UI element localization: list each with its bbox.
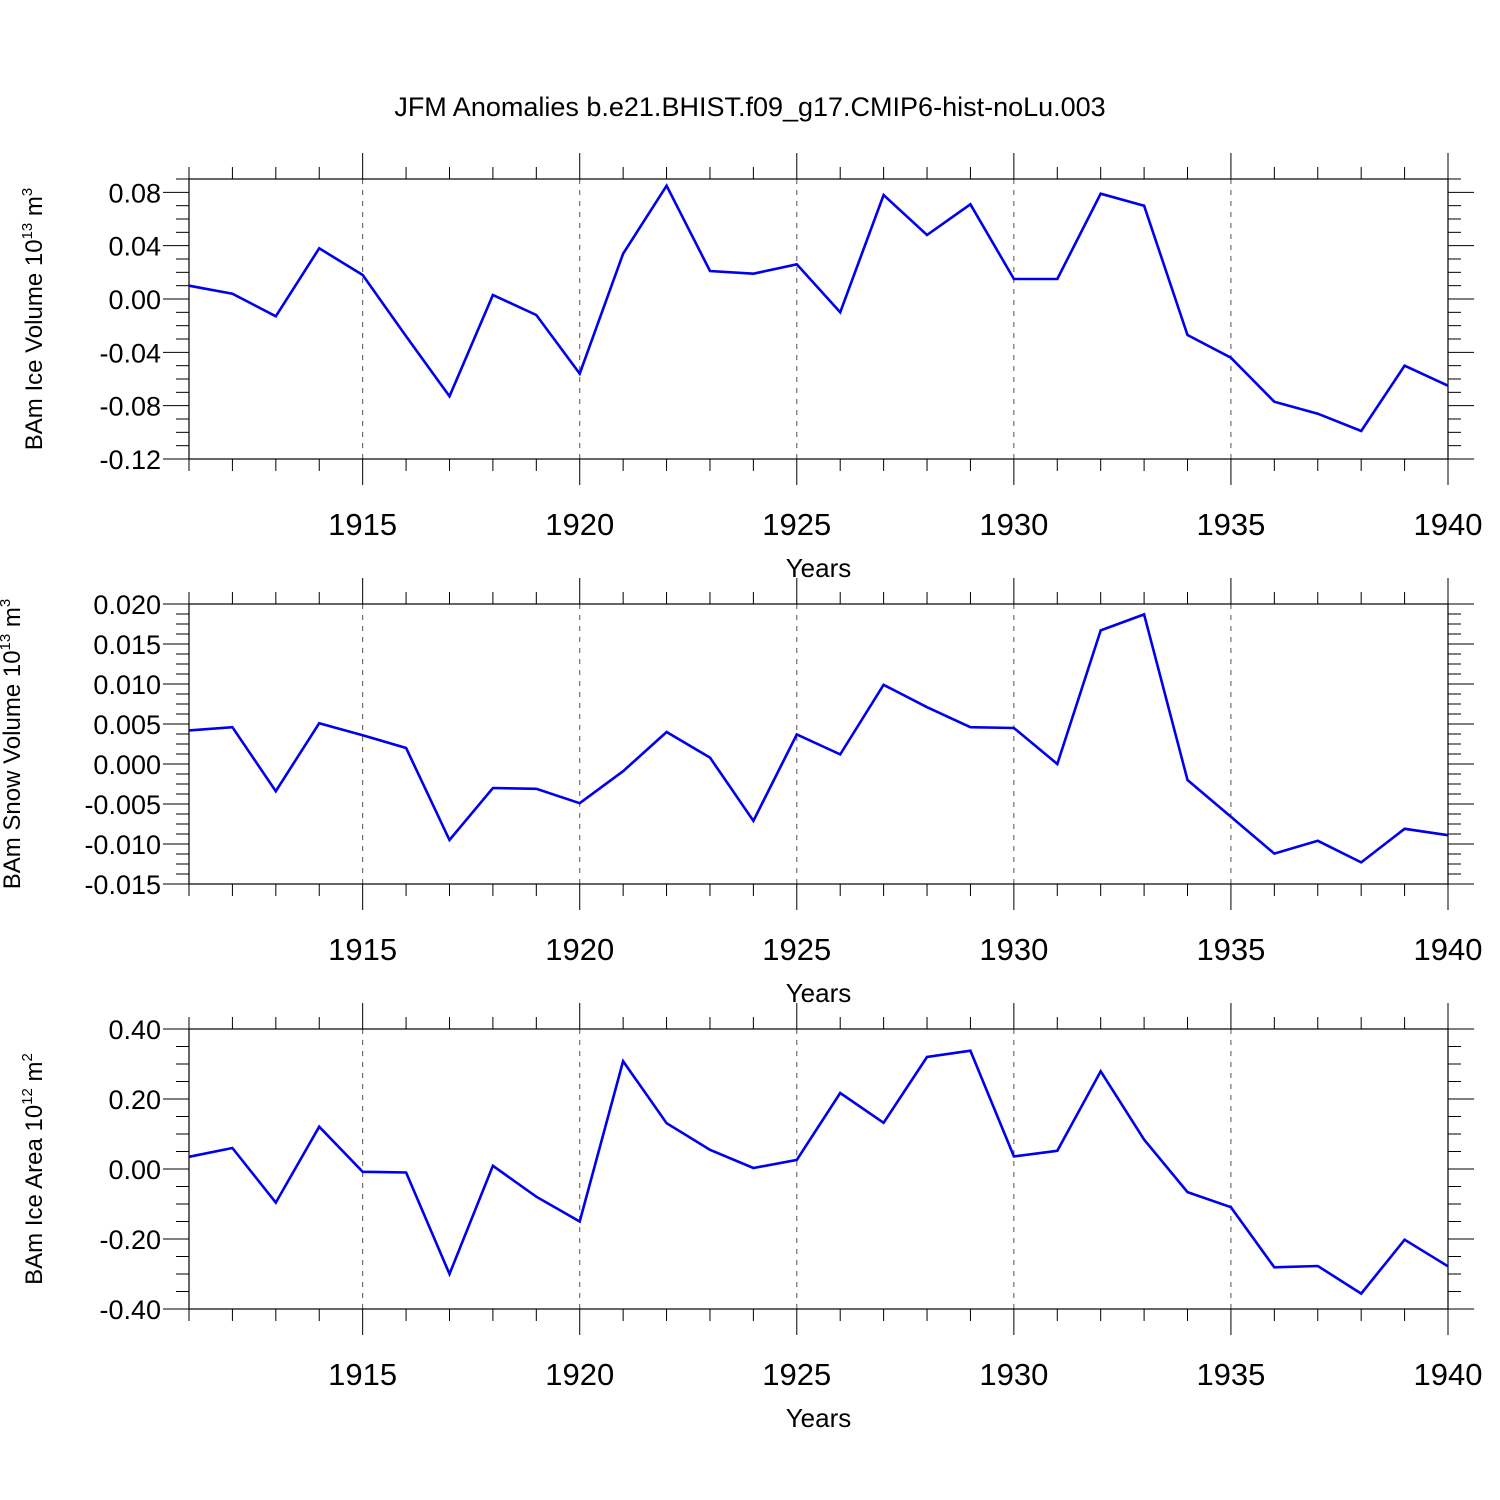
y-tick-label: -0.04: [99, 338, 161, 368]
panel-1: -0.12 -0.08 -0.04 0.00 0.04 0.08 1915 1920 1925 1…: [19, 153, 1482, 583]
y-tick-label: 0.010: [93, 670, 161, 700]
x-tick-label: 1935: [1196, 1357, 1265, 1392]
y-tick-label: -0.12: [99, 445, 161, 475]
y-tick-label: -0.40: [99, 1295, 161, 1325]
y-tick-label: 0.08: [108, 178, 161, 208]
x-tick-label: 1915: [328, 507, 397, 542]
y-label-unit: m: [0, 607, 26, 634]
y-tick-label: 0.015: [93, 630, 161, 660]
series-line: [188, 183, 1449, 433]
y-label-text: BAm Ice Volume 10: [21, 239, 48, 450]
x-tick-label: 1925: [762, 507, 831, 542]
y-label-unit-exponent: 3: [19, 188, 36, 196]
y-tick-label: 0.00: [108, 1155, 161, 1185]
y-label-text: BAm Ice Area 10: [21, 1105, 48, 1285]
x-axis-label: Years: [786, 978, 852, 1008]
y-tick-label: -0.08: [99, 392, 161, 422]
y-tick-label: 0.04: [108, 232, 161, 262]
panel-2: -0.015 -0.010 -0.005 0.000 0.005 0.010 0.015 0.…: [0, 578, 1482, 1008]
x-tick-label: 1935: [1196, 932, 1265, 967]
plot-frame: [188, 178, 1449, 460]
y-tick-label: -0.015: [84, 870, 161, 900]
y-label-unit: m: [21, 1061, 48, 1088]
x-tick-label: 1930: [979, 507, 1048, 542]
y-label-unit-exponent: 3: [0, 599, 14, 607]
y-tick-label: 0.20: [108, 1085, 161, 1115]
y-tick-label: -0.010: [84, 830, 161, 860]
x-axis-label: Years: [786, 553, 852, 583]
x-tick-label: 1925: [762, 1357, 831, 1392]
x-tick-label: 1930: [979, 1357, 1048, 1392]
x-tick-label: 1920: [545, 932, 614, 967]
x-tick-label: 1940: [1414, 1357, 1483, 1392]
y-tick-label: 0.40: [108, 1015, 161, 1045]
x-tick-label: 1935: [1196, 507, 1265, 542]
y-tick-label: -0.005: [84, 790, 161, 820]
y-label-text: BAm Snow Volume 10: [0, 650, 26, 889]
y-label-unit: m: [21, 196, 48, 223]
y-label-exponent: 13: [19, 223, 36, 240]
x-tick-label: 1925: [762, 932, 831, 967]
x-axis-label: Years: [786, 1403, 852, 1433]
y-label-exponent: 13: [0, 634, 14, 651]
x-tick-label: 1940: [1414, 932, 1483, 967]
y-axis-label: BAm Ice Area 1012 m2: [19, 1053, 48, 1285]
y-tick-label: 0.000: [93, 750, 161, 780]
y-tick-label: 0.005: [93, 710, 161, 740]
y-tick-label: -0.20: [99, 1225, 161, 1255]
y-label-exponent: 12: [19, 1088, 36, 1105]
y-tick-label: 0.00: [108, 285, 161, 315]
x-tick-label: 1930: [979, 932, 1048, 967]
y-axis-label: BAm Ice Volume 1013 m3: [19, 188, 48, 450]
series-line: [188, 612, 1449, 864]
x-tick-label: 1920: [545, 1357, 614, 1392]
y-axis-label: BAm Snow Volume 1013 m3: [0, 599, 26, 890]
plot-frame: [188, 1028, 1449, 1310]
y-label-unit-exponent: 2: [19, 1053, 36, 1061]
y-tick-label: 0.020: [93, 590, 161, 620]
panel-3: -0.40 -0.20 0.00 0.20 0.40 1915 1920 1925 1930 19…: [19, 1003, 1482, 1433]
x-tick-label: 1940: [1414, 507, 1483, 542]
x-tick-label: 1915: [328, 1357, 397, 1392]
x-tick-label: 1915: [328, 932, 397, 967]
x-tick-label: 1920: [545, 507, 614, 542]
series-line: [188, 1049, 1449, 1296]
chart-title: JFM Anomalies b.e21.BHIST.f09_g17.CMIP6-…: [394, 92, 1105, 122]
